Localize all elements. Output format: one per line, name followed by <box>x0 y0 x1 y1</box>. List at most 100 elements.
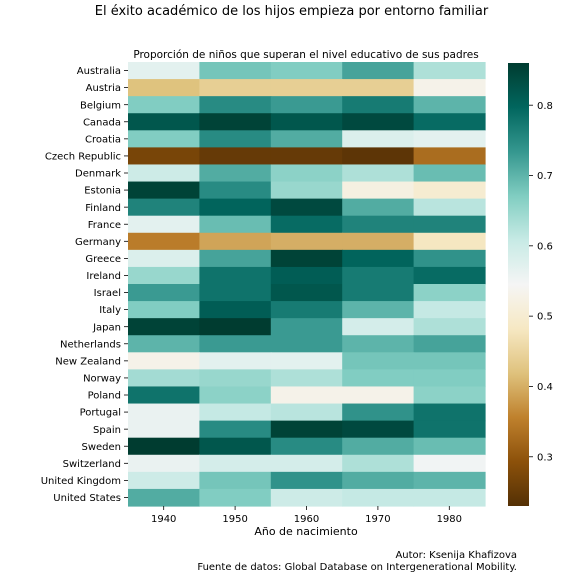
heatmap-cell <box>342 79 415 97</box>
heatmap-cell <box>270 113 343 131</box>
y-tick-labels: Australia Austria Belgium Canada Croatia Czec… <box>41 66 128 504</box>
y-tick-label: Ireland <box>86 271 121 282</box>
heatmap-cell <box>270 437 343 456</box>
heatmap-cell <box>270 403 343 422</box>
heatmap-cell <box>270 79 343 97</box>
heatmap-cell <box>270 369 343 388</box>
y-tick-label: Netherlands <box>60 339 121 350</box>
heatmap-cell <box>413 403 486 422</box>
heatmap-cell <box>413 352 486 370</box>
heatmap-cell <box>342 352 415 370</box>
heatmap-cell <box>413 164 486 183</box>
heatmap-cell <box>128 62 200 80</box>
heatmap-cell <box>342 147 415 166</box>
heatmap-cell <box>413 147 486 166</box>
heatmap-cell <box>128 403 200 422</box>
y-tick-label: Portugal <box>80 408 121 419</box>
y-tick-label: Spain <box>93 425 121 436</box>
heatmap-cell <box>413 181 486 200</box>
y-tick-label: Greece <box>85 254 121 265</box>
heatmap-cell <box>270 352 343 370</box>
heatmap-cell <box>270 301 343 319</box>
heatmap-cell <box>199 471 272 490</box>
heatmap-cell <box>199 113 272 131</box>
heatmap-cell <box>128 335 200 353</box>
heatmap-cell <box>199 454 272 473</box>
heatmap-cell <box>270 488 343 507</box>
colorbar-tick-label: 0.5 <box>537 312 553 323</box>
y-tick-label: Croatia <box>85 134 121 145</box>
x-tick-label: 1940 <box>151 514 176 525</box>
heatmap-cell <box>128 96 200 114</box>
heatmap-cell <box>342 96 415 114</box>
heatmap-cell <box>413 79 486 97</box>
y-tick-label: Israel <box>94 288 121 299</box>
heatmap-cell <box>199 266 272 285</box>
heatmap-cell <box>342 488 415 507</box>
heatmap-cell <box>413 249 486 268</box>
heatmap-cell <box>270 198 343 217</box>
heatmap-cell <box>413 335 486 353</box>
heatmap-cell <box>413 113 486 131</box>
heatmap-cell <box>342 403 415 422</box>
heatmap-cell <box>342 266 415 285</box>
y-tick-label: Italy <box>99 305 121 316</box>
heatmap-cell <box>270 386 343 405</box>
heatmap-cell <box>342 420 415 439</box>
heatmap-cell <box>270 471 343 490</box>
heatmap-cell <box>342 335 415 353</box>
heatmap-cell <box>413 130 486 148</box>
heatmap-cell <box>270 284 343 302</box>
y-tick-label: United States <box>53 493 121 504</box>
x-tick-label: 1960 <box>294 514 319 525</box>
heatmap-cell <box>128 147 200 166</box>
x-tick-labels: 1940 1950 1960 1970 1980 <box>151 506 462 525</box>
heatmap-cell <box>199 215 272 234</box>
y-tick-label: Austria <box>86 83 121 94</box>
heatmap-cell <box>342 130 415 148</box>
colorbar-ticks: 0.3 0.4 0.5 0.6 0.7 0.8 <box>529 101 553 463</box>
heatmap-cell <box>413 215 486 234</box>
heatmap-cell <box>199 130 272 148</box>
heatmap-cell <box>128 284 200 302</box>
y-tick-label: Norway <box>83 374 121 385</box>
heatmap-cell <box>342 369 415 388</box>
y-tick-label: Germany <box>75 237 121 248</box>
heatmap-cell <box>128 79 200 97</box>
heatmap-cell <box>128 130 200 148</box>
heatmap-cell <box>128 454 200 473</box>
colorbar-tick-label: 0.8 <box>537 101 553 112</box>
heatmap-cell <box>128 437 200 456</box>
heatmap-cell <box>128 249 200 268</box>
heatmap-cell <box>199 232 272 251</box>
heatmap-cell <box>199 386 272 405</box>
heatmap-cell <box>199 318 272 336</box>
heatmap-cell <box>270 266 343 285</box>
heatmap-cell <box>270 130 343 148</box>
x-tick-label: 1970 <box>365 514 390 525</box>
y-tick-label: France <box>88 220 121 231</box>
y-tick-label: Australia <box>77 66 121 77</box>
heatmap-cell <box>413 96 486 114</box>
x-tick-label: 1950 <box>222 514 247 525</box>
heatmap-cell <box>199 79 272 97</box>
heatmap-cell <box>342 386 415 405</box>
heatmap-cell <box>128 369 200 388</box>
heatmap-cell <box>270 62 343 80</box>
heatmap-cell <box>128 301 200 319</box>
heatmap-cell <box>199 301 272 319</box>
y-tick-label: Sweden <box>81 442 121 453</box>
heatmap-cell <box>199 181 272 200</box>
heatmap-cell <box>342 232 415 251</box>
y-tick-label: Canada <box>83 117 121 128</box>
heatmap-cell <box>413 437 486 456</box>
heatmap-cell <box>413 386 486 405</box>
heatmap-cell <box>342 318 415 336</box>
heatmap-cell <box>413 301 486 319</box>
heatmap-cell <box>128 318 200 336</box>
heatmap-cell <box>270 249 343 268</box>
heatmap-cell <box>128 266 200 285</box>
heatmap-cell <box>270 96 343 114</box>
x-tick-label: 1980 <box>437 514 462 525</box>
